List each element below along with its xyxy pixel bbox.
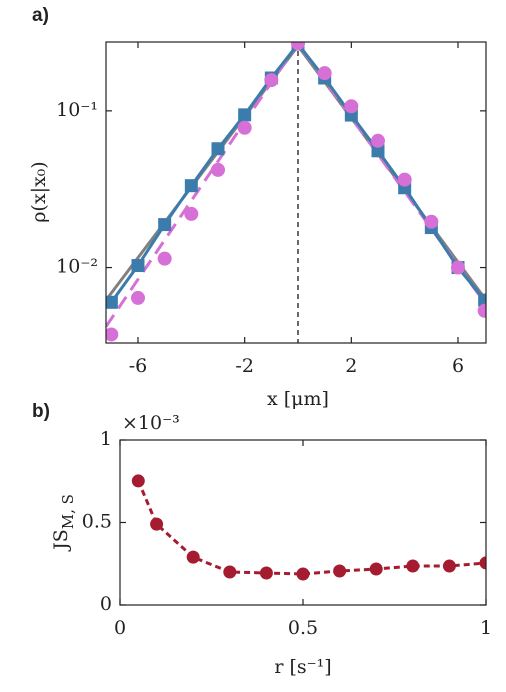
square-marker — [478, 293, 486, 307]
x-tick-label: 0 — [114, 617, 126, 639]
circle-marker — [333, 564, 347, 578]
panel-label: b) — [32, 401, 50, 422]
circle-marker — [259, 566, 273, 580]
circle-marker — [223, 565, 237, 579]
x-tick-label: 0.5 — [288, 617, 318, 639]
circle-marker — [317, 66, 332, 81]
y-tick-label: 1 — [100, 428, 112, 450]
panel: a) x [μm] ρ(x|x₀) -6 -2 2 6 10⁻² 10⁻¹ — [28, 5, 487, 410]
plot-area — [106, 42, 486, 343]
circle-marker — [150, 517, 164, 531]
axes-frame — [119, 439, 487, 606]
circle-marker — [291, 42, 305, 51]
square-marker — [184, 179, 198, 193]
square-marker — [211, 142, 225, 156]
circle-marker — [186, 550, 200, 564]
circle-marker — [344, 99, 359, 114]
y-axis-label-main: JS — [50, 529, 72, 552]
series-line — [136, 480, 486, 576]
circle-marker — [479, 556, 486, 570]
circle-marker — [184, 206, 199, 221]
y-tick-label: 0 — [100, 593, 112, 615]
x-axis-label: r [s⁻¹] — [274, 656, 331, 678]
square-marker — [238, 108, 252, 122]
square-marker — [371, 144, 385, 158]
square-marker — [131, 259, 145, 273]
plot-area — [131, 474, 486, 581]
x-axis-label: x [μm] — [267, 388, 329, 410]
axes-frame — [105, 41, 487, 344]
circle-marker — [406, 559, 420, 573]
circle-marker — [451, 260, 465, 275]
y-tick-label: 0.5 — [82, 511, 112, 533]
square-marker — [106, 295, 118, 309]
x-tick-label: 6 — [452, 355, 464, 377]
series-line — [106, 42, 486, 328]
circle-marker — [424, 214, 439, 229]
panel: b) r [s⁻¹] JSM, S ×10⁻³ 0 0.5 1 0 0.5 1 — [32, 401, 492, 678]
panel-label: a) — [32, 5, 49, 26]
y-offset-label: ×10⁻³ — [122, 412, 180, 434]
circle-marker — [211, 162, 225, 177]
x-tick-label: -2 — [235, 355, 254, 377]
y-axis-label: ρ(x|x₀) — [28, 161, 50, 222]
circle-marker — [157, 251, 172, 266]
circle-marker — [131, 474, 145, 488]
y-tick-label: 10⁻¹ — [56, 99, 98, 121]
circle-marker — [442, 559, 456, 573]
circle-marker — [237, 120, 252, 135]
circle-marker — [371, 133, 385, 148]
circle-marker — [369, 562, 383, 576]
y-axis-label: JSM, S — [50, 494, 77, 552]
x-tick-label: -6 — [129, 355, 148, 377]
y-axis-label-sub: M, S — [59, 494, 77, 529]
x-tick-label: 2 — [345, 355, 357, 377]
circle-marker — [397, 172, 412, 187]
square-marker — [158, 218, 172, 232]
x-tick-label: 1 — [480, 617, 492, 639]
circle-marker — [131, 290, 145, 305]
circle-marker — [477, 303, 486, 318]
circle-marker — [296, 567, 310, 581]
circle-marker — [106, 327, 119, 342]
y-tick-label: 10⁻² — [56, 256, 98, 278]
circle-marker — [264, 73, 279, 88]
